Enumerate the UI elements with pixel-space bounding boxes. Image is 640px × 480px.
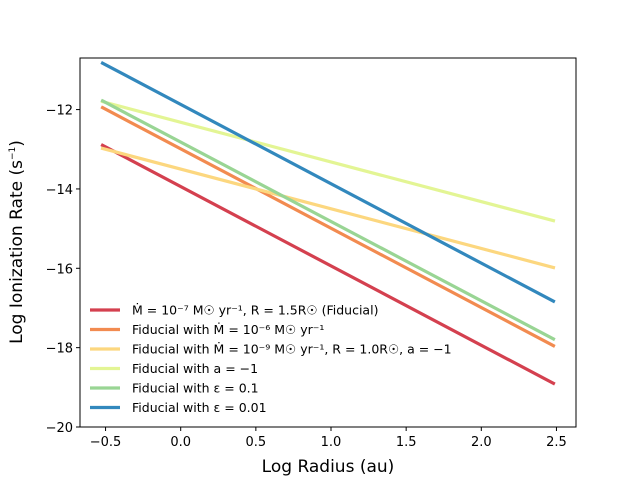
legend-label-5: Fiducial with ε = 0.1 <box>132 381 259 396</box>
x-tick-label: 2.5 <box>546 435 567 450</box>
legend-label-6: Fiducial with ε = 0.01 <box>132 400 267 415</box>
series-line-6 <box>100 60 556 304</box>
x-axis-ticks: −0.5 0.0 0.5 1.0 1.5 2.0 2.5 <box>90 427 567 450</box>
legend-label-1: Ṁ = 10⁻⁷ M☉ yr⁻¹, R = 1.5R☉ (Fiducial) <box>132 303 378 318</box>
x-axis-label: Log Radius (au) <box>262 457 395 477</box>
legend: Ṁ = 10⁻⁷ M☉ yr⁻¹, R = 1.5R☉ (Fiducial) Fi… <box>90 303 452 415</box>
series-line-4 <box>100 99 556 223</box>
x-tick-label: −0.5 <box>90 435 122 450</box>
legend-label-2: Fiducial with Ṁ = 10⁻⁶ M☉ yr⁻¹ <box>132 322 324 337</box>
x-tick-label: 0.0 <box>170 435 191 450</box>
y-axis-label-main: Log Ionization Rate (s <box>7 160 27 344</box>
series-line-1 <box>100 143 556 386</box>
y-axis-label-superscript: −1 <box>8 147 18 160</box>
legend-label-4: Fiducial with a = −1 <box>132 361 258 376</box>
series-line-2 <box>100 105 556 348</box>
series-lines <box>100 60 556 386</box>
y-tick-label: −14 <box>46 183 73 198</box>
y-tick-label: −16 <box>46 262 73 277</box>
x-tick-label: 0.5 <box>246 435 267 450</box>
plot-frame <box>79 57 577 428</box>
y-axis-label-close: ) <box>7 140 27 147</box>
x-tick-label: 1.0 <box>321 435 342 450</box>
y-axis-ticks: −20 −18 −16 −14 −12 <box>46 104 80 436</box>
y-tick-label: −20 <box>46 421 73 436</box>
series-line-3 <box>100 146 556 270</box>
x-tick-label: 1.5 <box>396 435 417 450</box>
legend-label-3: Fiducial with Ṁ = 10⁻⁹ M☉ yr⁻¹, R = 1.0R… <box>132 342 452 357</box>
y-axis-label: Log Ionization Rate (s−1) <box>7 140 27 344</box>
x-tick-label: 2.0 <box>471 435 492 450</box>
series-line-5 <box>100 98 556 342</box>
y-tick-label: −18 <box>46 342 73 357</box>
y-tick-label: −12 <box>46 104 73 119</box>
